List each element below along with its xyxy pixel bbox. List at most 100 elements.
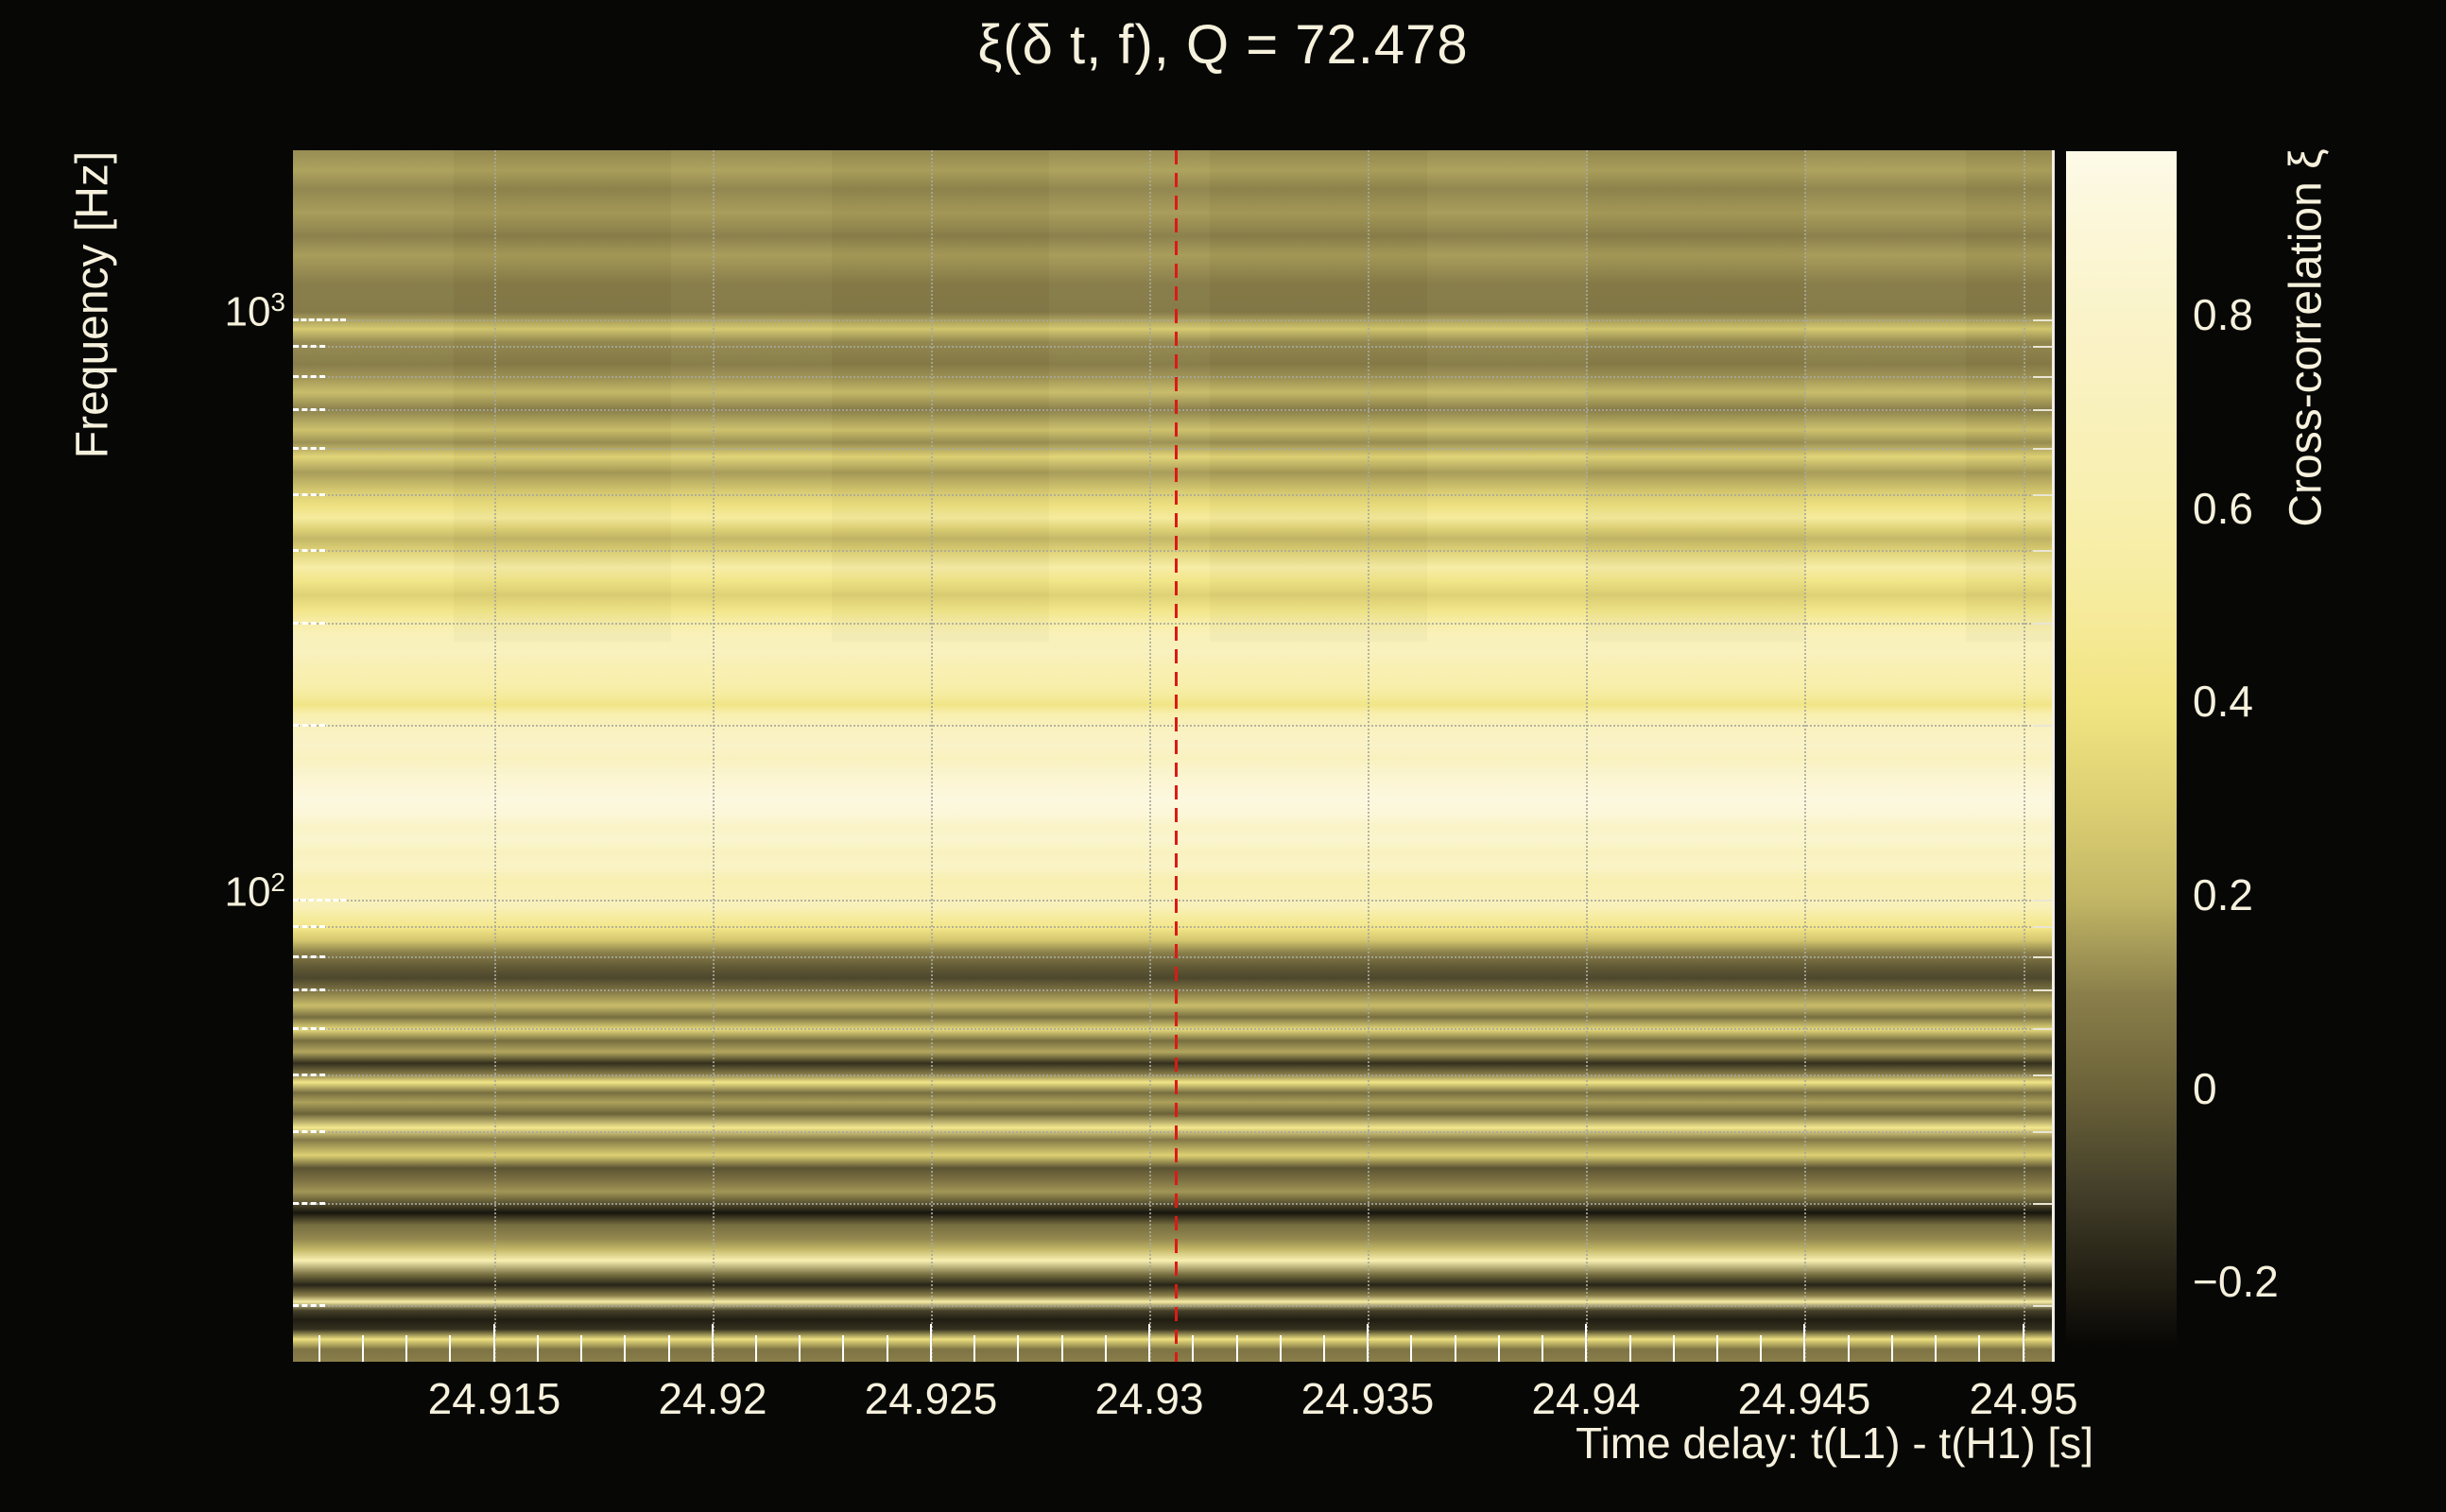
heatmap-tile-texture <box>293 150 2054 642</box>
y-tick-mark-right <box>2033 550 2052 552</box>
y-tick-label: 102 <box>224 868 285 916</box>
y-tick-mark <box>293 549 325 552</box>
x-minor-tick-mark <box>1848 1335 1850 1362</box>
y-tick-mark <box>293 1130 325 1133</box>
y-tick-mark <box>293 899 346 902</box>
x-minor-tick-mark <box>1891 1335 1893 1362</box>
heatmap-surface <box>293 150 2054 1362</box>
x-minor-tick-mark <box>1410 1335 1412 1362</box>
y-tick-mark-right <box>2033 1028 2052 1030</box>
freq-gridline <box>293 494 2054 496</box>
y-tick-mark-right <box>2033 1203 2052 1205</box>
x-minor-tick-mark <box>1148 1335 1150 1362</box>
x-minor-tick-mark <box>405 1335 407 1362</box>
freq-gridline <box>293 623 2054 625</box>
x-minor-tick-mark <box>1978 1335 1980 1362</box>
colorbar-tick-label: 0.8 <box>2193 290 2253 339</box>
freq-gridline <box>293 989 2054 991</box>
x-minor-tick-mark <box>712 1335 714 1362</box>
y-tick-mark-right <box>2033 346 2052 348</box>
freq-gridline <box>293 376 2054 378</box>
freq-gridline <box>293 900 2054 902</box>
y-tick-mark <box>293 925 325 928</box>
x-minor-tick-mark <box>580 1335 582 1362</box>
x-minor-tick-mark <box>668 1335 670 1362</box>
x-minor-tick-mark <box>1105 1335 1107 1362</box>
x-tick-label: 24.92 <box>658 1374 767 1423</box>
y-tick-mark <box>293 955 325 958</box>
time-gridline <box>2024 150 2025 1362</box>
colorbar <box>2066 151 2177 1348</box>
y-tick-mark <box>293 724 325 727</box>
freq-gridline <box>293 409 2054 411</box>
y-tick-mark-right <box>2033 319 2052 321</box>
x-minor-tick-mark <box>1585 1335 1587 1362</box>
y-tick-mark-right <box>2033 1305 2052 1307</box>
x-tick-label: 24.945 <box>1737 1374 1871 1423</box>
y-tick-mark <box>293 622 325 625</box>
x-tick-label: 24.925 <box>864 1374 998 1423</box>
x-tick-label: 24.95 <box>1969 1374 2078 1423</box>
y-tick-mark <box>293 345 325 348</box>
x-minor-tick-mark <box>449 1335 451 1362</box>
x-minor-tick-mark <box>799 1335 801 1362</box>
x-minor-tick-mark <box>1192 1335 1194 1362</box>
freq-gridline <box>293 956 2054 958</box>
time-gridline <box>931 150 933 1362</box>
x-minor-tick-mark <box>2023 1335 2024 1362</box>
x-minor-tick-mark <box>973 1335 975 1362</box>
x-minor-tick-mark <box>1017 1335 1019 1362</box>
freq-gridline <box>293 319 2054 321</box>
x-minor-tick-mark <box>1935 1335 1937 1362</box>
x-minor-tick-mark <box>1542 1335 1543 1362</box>
x-minor-tick-mark <box>1673 1335 1675 1362</box>
freq-gridline <box>293 1203 2054 1205</box>
x-minor-tick-mark <box>755 1335 757 1362</box>
x-minor-tick-mark <box>842 1335 844 1362</box>
freq-gridline <box>293 725 2054 727</box>
colorbar-tick-label: −0.2 <box>2193 1257 2279 1306</box>
x-minor-tick-mark <box>1803 1335 1805 1362</box>
y-tick-mark <box>293 408 325 411</box>
y-tick-mark-right <box>2033 1074 2052 1076</box>
x-minor-tick-mark <box>1323 1335 1325 1362</box>
y-tick-mark-right <box>2033 1131 2052 1133</box>
freq-gridline <box>293 1305 2054 1307</box>
time-gridline <box>1368 150 1369 1362</box>
x-tick-label: 24.94 <box>1531 1374 1641 1423</box>
y-tick-mark <box>293 1027 325 1030</box>
chart-title: ξ(δ t, f), Q = 72.478 <box>977 14 1469 76</box>
time-gridline <box>713 150 715 1362</box>
plot-right-spine <box>2052 150 2055 1362</box>
y-tick-mark <box>293 318 346 321</box>
x-minor-tick-mark <box>930 1335 932 1362</box>
x-minor-tick-mark <box>1498 1335 1500 1362</box>
time-gridline <box>1149 150 1151 1362</box>
x-minor-tick-mark <box>1455 1335 1456 1362</box>
y-tick-mark <box>293 988 325 991</box>
y-tick-mark-right <box>2033 900 2052 902</box>
y-tick-mark-right <box>2033 926 2052 928</box>
y-tick-mark <box>293 447 325 450</box>
y-tick-mark-right <box>2033 448 2052 450</box>
y-tick-mark-right <box>2033 623 2052 625</box>
freq-gridline <box>293 926 2054 928</box>
y-tick-mark-right <box>2033 989 2052 991</box>
y-tick-mark <box>293 1074 325 1076</box>
colorbar-label: Cross-correlation ξ <box>2281 148 2332 527</box>
y-tick-mark <box>293 1304 325 1307</box>
time-gridline <box>494 150 496 1362</box>
y-tick-mark-right <box>2033 956 2052 958</box>
x-axis-label: Time delay: t(L1) - t(H1) [s] <box>1576 1418 2093 1468</box>
x-minor-tick-mark <box>887 1335 888 1362</box>
colorbar-tick-label: 0.4 <box>2193 677 2253 726</box>
time-delay-marker-line <box>1175 150 1178 1362</box>
y-tick-mark-right <box>2033 376 2052 378</box>
x-minor-tick-mark <box>537 1335 539 1362</box>
y-tick-mark <box>293 1202 325 1205</box>
x-minor-tick-mark <box>1236 1335 1238 1362</box>
y-tick-mark-right <box>2033 409 2052 411</box>
freq-gridline <box>293 346 2054 348</box>
x-minor-tick-mark <box>1367 1335 1369 1362</box>
